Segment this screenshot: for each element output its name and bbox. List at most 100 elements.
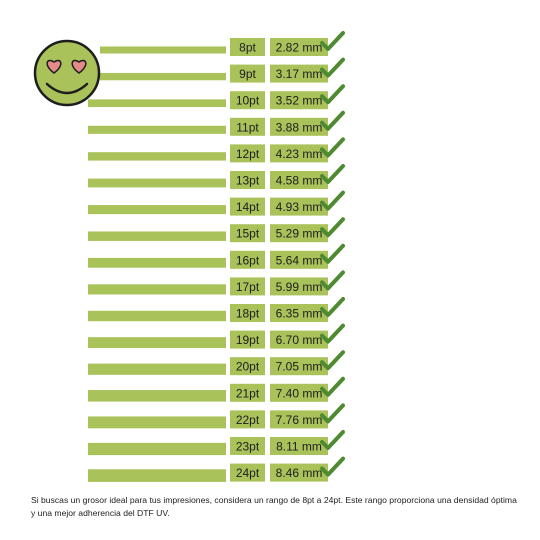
pt-cell bbox=[230, 277, 265, 296]
mm-cell bbox=[270, 64, 328, 83]
pt-label: 12pt bbox=[236, 147, 260, 161]
pt-cell bbox=[230, 410, 265, 429]
sample-bar bbox=[88, 99, 226, 108]
mm-cell bbox=[270, 383, 328, 402]
pt-label: 14pt bbox=[236, 200, 260, 214]
rows-layer: 8pt 2.82 mm 9pt 3.17 mm 10pt 3.52 mm 11pt 3.88 … bbox=[88, 31, 345, 482]
sample-bar bbox=[88, 178, 226, 188]
pt-label: 9pt bbox=[239, 67, 256, 81]
checkmark-icon bbox=[320, 110, 345, 131]
checkmark-icon bbox=[320, 217, 345, 238]
pt-cell bbox=[230, 463, 265, 482]
pt-label: 17pt bbox=[236, 280, 260, 294]
pt-label: 22pt bbox=[236, 413, 260, 427]
checkmark-icon bbox=[320, 376, 345, 397]
checkmark-icon bbox=[320, 164, 345, 184]
mm-label: 7.76 mm bbox=[276, 413, 323, 427]
mm-label: 4.93 mm bbox=[276, 200, 323, 214]
mm-cell bbox=[270, 91, 328, 110]
checkmark-icon bbox=[320, 270, 345, 291]
checkmark-icon bbox=[320, 430, 345, 450]
mm-label: 7.40 mm bbox=[276, 386, 323, 400]
sample-bar bbox=[88, 152, 226, 161]
pt-cell bbox=[230, 197, 265, 216]
sample-bar bbox=[88, 337, 226, 349]
table-row: 20pt 7.05 mm bbox=[88, 350, 345, 376]
mm-cell bbox=[270, 224, 328, 243]
mm-label: 5.64 mm bbox=[276, 253, 323, 267]
mm-label: 4.23 mm bbox=[276, 147, 323, 161]
checkmark-icon bbox=[320, 57, 345, 78]
pt-cell bbox=[230, 304, 265, 322]
table-row: 19pt 6.70 mm bbox=[88, 323, 345, 349]
pt-cell bbox=[230, 383, 265, 402]
pt-cell bbox=[230, 171, 265, 189]
checkmark-icon bbox=[320, 403, 345, 424]
sample-bar bbox=[88, 390, 226, 402]
table-row: 9pt 3.17 mm bbox=[100, 57, 345, 83]
mm-cell bbox=[270, 171, 328, 189]
mm-label: 8.11 mm bbox=[276, 440, 322, 454]
checkmark-icon bbox=[320, 84, 345, 105]
mm-label: 5.99 mm bbox=[276, 280, 323, 294]
sample-bar bbox=[100, 46, 226, 54]
table-row: 23pt 8.11 mm bbox=[88, 430, 345, 456]
sample-bar bbox=[88, 363, 226, 375]
pt-cell bbox=[230, 250, 265, 269]
sample-bar bbox=[88, 442, 226, 456]
table-row: 13pt 4.58 mm bbox=[88, 164, 345, 189]
pt-label: 8pt bbox=[239, 41, 256, 55]
pt-cell bbox=[230, 64, 265, 83]
sample-bar bbox=[88, 257, 226, 268]
checkmark-icon bbox=[320, 323, 345, 344]
pt-cell bbox=[230, 437, 265, 455]
checkmark-icon bbox=[320, 243, 345, 264]
table-row: 14pt 4.93 mm bbox=[88, 190, 345, 216]
pt-cell bbox=[230, 117, 265, 136]
mm-label: 3.88 mm bbox=[276, 120, 323, 134]
sample-bar bbox=[88, 310, 226, 322]
mm-cell bbox=[270, 304, 328, 322]
pt-label: 10pt bbox=[236, 94, 260, 108]
table-row: 10pt 3.52 mm bbox=[88, 84, 345, 110]
mm-label: 8.46 mm bbox=[276, 466, 323, 480]
sample-bar bbox=[100, 72, 226, 81]
sample-bar bbox=[88, 205, 226, 215]
pt-label: 15pt bbox=[236, 227, 260, 241]
mm-cell bbox=[270, 463, 328, 482]
mm-cell bbox=[270, 357, 328, 376]
mm-cell bbox=[270, 277, 328, 296]
pt-label: 21pt bbox=[236, 386, 260, 400]
checkmark-icon bbox=[320, 137, 345, 158]
smile-mouth bbox=[45, 82, 89, 95]
pt-cell bbox=[230, 224, 265, 243]
checkmark-icon bbox=[320, 190, 345, 211]
checkmark-icon bbox=[320, 297, 345, 317]
table-row: 11pt 3.88 mm bbox=[88, 110, 345, 136]
pt-cell bbox=[230, 38, 265, 56]
table-row: 15pt 5.29 mm bbox=[88, 217, 345, 243]
pt-cell bbox=[230, 330, 265, 349]
table-row: 22pt 7.76 mm bbox=[88, 403, 345, 429]
checkmark-icon bbox=[320, 456, 345, 477]
sample-bar bbox=[88, 284, 226, 295]
table-row: 12pt 4.23 mm bbox=[88, 137, 345, 163]
pt-cell bbox=[230, 144, 265, 163]
heart-eye-left-icon bbox=[46, 59, 62, 74]
sample-bar bbox=[88, 231, 226, 241]
caption-text: Si buscas un grosor ideal para tus impre… bbox=[31, 495, 517, 518]
table-row: 16pt 5.64 mm bbox=[88, 243, 345, 269]
mm-label: 6.35 mm bbox=[276, 307, 323, 321]
table-row: 18pt 6.35 mm bbox=[88, 297, 345, 322]
mm-label: 3.17 mm bbox=[276, 67, 323, 81]
pt-label: 13pt bbox=[236, 174, 260, 188]
mm-cell bbox=[270, 144, 328, 163]
mm-label: 6.70 mm bbox=[276, 333, 323, 347]
heart-eyes-smiley-icon bbox=[33, 39, 101, 107]
table-row: 21pt 7.40 mm bbox=[88, 376, 345, 402]
mm-label: 5.29 mm bbox=[276, 227, 323, 241]
pt-label: 20pt bbox=[236, 360, 260, 374]
checkmark-icon bbox=[320, 350, 345, 371]
mm-cell bbox=[270, 197, 328, 216]
